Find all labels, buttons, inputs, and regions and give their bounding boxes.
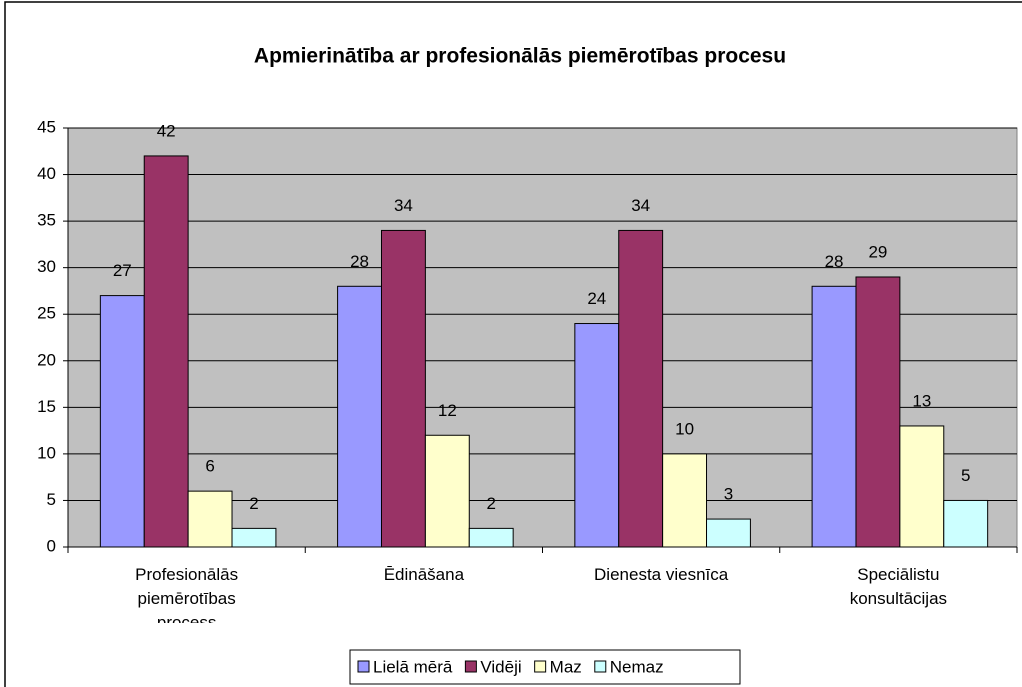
bar: [231, 527, 277, 548]
bar: [855, 276, 901, 548]
data-label: 29: [868, 242, 887, 261]
legend-swatch: [357, 660, 370, 673]
data-label: 2: [486, 494, 495, 513]
chart-title: Apmierinātība ar profesionālās piemērotī…: [254, 45, 786, 68]
bar: [143, 155, 189, 548]
data-label: 28: [825, 252, 844, 271]
data-label: 13: [912, 391, 931, 410]
y-tick-label: 0: [47, 536, 56, 555]
x-tick-label: Ēdināšana: [383, 565, 465, 584]
data-label: 3: [724, 485, 733, 504]
data-label: 42: [157, 121, 176, 140]
bar: [811, 285, 857, 548]
y-tick-label: 20: [37, 350, 56, 369]
legend-label: Vidēji: [480, 657, 521, 676]
y-tick-label: 40: [37, 164, 56, 183]
data-label: 12: [438, 401, 457, 420]
data-label: 2: [249, 494, 258, 513]
data-label: 28: [350, 252, 369, 271]
x-tick-label-box: Dienesta viesnīca: [594, 565, 729, 584]
bar: [943, 499, 989, 548]
data-label: 27: [113, 261, 132, 280]
bar: [618, 229, 664, 548]
data-label: 6: [205, 457, 214, 476]
legend-swatch: [464, 660, 477, 673]
x-tick-label: Profesionālās piemērotības process: [135, 565, 239, 623]
bar: [424, 434, 470, 548]
y-tick-label: 10: [37, 443, 56, 462]
y-tick-label: 35: [37, 211, 56, 230]
data-label: 34: [394, 196, 413, 215]
legend-swatch: [534, 660, 547, 673]
bar: [337, 285, 382, 548]
x-tick-label-box: Speciālistu konsultācijas: [849, 565, 948, 608]
legend-label: Lielā mērā: [373, 657, 453, 676]
bar: [706, 518, 751, 548]
bar: [662, 453, 708, 548]
legend-swatch: [594, 660, 607, 673]
legend-label: Nemaz: [610, 657, 664, 676]
bar: [380, 229, 426, 548]
y-tick-label: 25: [37, 304, 56, 323]
data-label: 10: [675, 419, 694, 438]
x-tick-label: Speciālistu konsultācijas: [849, 565, 948, 608]
y-tick-label: 5: [47, 490, 56, 509]
bar: [187, 490, 233, 548]
bar: [99, 295, 145, 548]
y-tick-label: 30: [37, 257, 56, 276]
data-label: 24: [587, 289, 606, 308]
y-tick-label: 45: [37, 117, 56, 136]
legend-label: Maz: [550, 657, 582, 676]
bar: [899, 425, 945, 548]
x-tick-label: Dienesta viesnīca: [594, 565, 729, 584]
y-tick-label: 15: [37, 397, 56, 416]
data-label: 34: [631, 196, 650, 215]
data-label: 5: [961, 466, 970, 485]
x-tick-label-box: Profesionālās piemērotības process: [135, 565, 239, 623]
x-tick-label-box: Ēdināšana: [383, 565, 465, 584]
bar: [574, 323, 620, 548]
bar: [468, 527, 514, 548]
